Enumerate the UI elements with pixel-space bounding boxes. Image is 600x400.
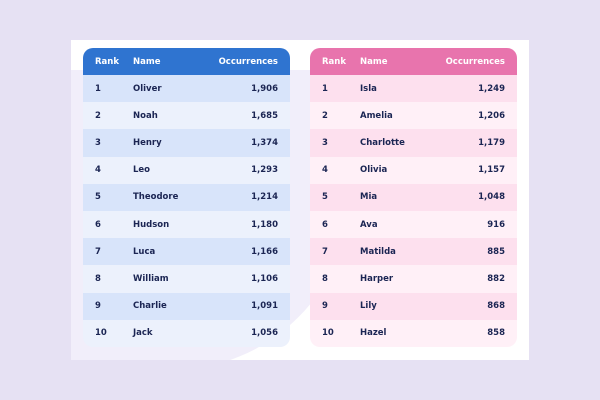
table-row: 8 William 1,106 <box>83 265 290 293</box>
rank-cell: 6 <box>322 219 328 230</box>
name-cell: Hudson <box>133 219 170 230</box>
rank-cell: 7 <box>322 246 328 257</box>
occurrences-cell: 885 <box>487 246 505 257</box>
occurrences-cell: 1,249 <box>478 83 505 94</box>
rank-cell: 9 <box>322 301 328 312</box>
header-occurrences: Occurrences <box>218 56 278 67</box>
table-row: 6 Hudson 1,180 <box>83 210 290 239</box>
table-row: 1 Isla 1,249 <box>310 75 517 103</box>
occurrences-cell: 1,157 <box>478 165 505 176</box>
occurrences-cell: 1,091 <box>251 301 278 312</box>
table-body: 1 Oliver 1,906 2 Noah 1,685 3 Henry 1,374 4 Leo 1,2… <box>83 75 290 347</box>
header-rank: Rank <box>322 56 346 67</box>
rank-cell: 8 <box>322 273 328 284</box>
table-row: 9 Lily 868 <box>310 292 517 320</box>
table-row: 3 Henry 1,374 <box>83 129 290 157</box>
table-row: 4 Leo 1,293 <box>83 156 290 184</box>
table-header: Rank Name Occurrences <box>310 48 517 75</box>
rank-cell: 6 <box>95 219 101 230</box>
rank-cell: 5 <box>322 192 328 203</box>
table-header: Rank Name Occurrences <box>83 48 290 75</box>
rank-cell: 4 <box>322 165 328 176</box>
name-cell: Jack <box>133 328 153 339</box>
rank-cell: 4 <box>95 165 101 176</box>
table-row: 4 Olivia 1,157 <box>310 156 517 184</box>
occurrences-cell: 1,166 <box>251 246 278 257</box>
rank-cell: 1 <box>322 83 328 94</box>
occurrences-cell: 916 <box>487 219 505 230</box>
rank-cell: 2 <box>95 110 101 121</box>
rank-cell: 2 <box>322 110 328 121</box>
name-cell: Lily <box>360 301 377 312</box>
rank-cell: 3 <box>95 137 101 148</box>
name-cell: Olivia <box>360 165 388 176</box>
table-row: 6 Ava 916 <box>310 210 517 239</box>
header-occurrences: Occurrences <box>445 56 505 67</box>
occurrences-cell: 882 <box>487 273 505 284</box>
header-name: Name <box>360 56 388 67</box>
table-body: 1 Isla 1,249 2 Amelia 1,206 3 Charlotte 1,179 4 Ol… <box>310 75 517 347</box>
table-row: 7 Matilda 885 <box>310 238 517 266</box>
table-row: 8 Harper 882 <box>310 265 517 293</box>
table-row: 2 Noah 1,685 <box>83 102 290 130</box>
occurrences-cell: 868 <box>487 301 505 312</box>
boys-names-table: Rank Name Occurrences 1 Oliver 1,906 2 Noah 1… <box>83 48 290 347</box>
occurrences-cell: 1,685 <box>251 110 278 121</box>
occurrences-cell: 1,374 <box>251 137 278 148</box>
name-cell: Leo <box>133 165 151 176</box>
girls-names-table: Rank Name Occurrences 1 Isla 1,249 2 Amelia 1… <box>310 48 517 347</box>
table-row: 9 Charlie 1,091 <box>83 292 290 320</box>
rank-cell: 3 <box>322 137 328 148</box>
name-cell: Henry <box>133 137 162 148</box>
name-cell: Ava <box>360 219 378 230</box>
table-row: 5 Mia 1,048 <box>310 183 517 211</box>
name-cell: Hazel <box>360 328 387 339</box>
rank-cell: 10 <box>95 328 107 339</box>
header-name: Name <box>133 56 161 67</box>
occurrences-cell: 1,180 <box>251 219 278 230</box>
names-card: Rank Name Occurrences 1 Oliver 1,906 2 Noah 1… <box>71 40 529 360</box>
name-cell: Charlie <box>133 301 167 312</box>
name-cell: Amelia <box>360 110 393 121</box>
rank-cell: 7 <box>95 246 101 257</box>
occurrences-cell: 1,048 <box>478 192 505 203</box>
table-row: 10 Hazel 858 <box>310 319 517 347</box>
rank-cell: 5 <box>95 192 101 203</box>
name-cell: Luca <box>133 246 156 257</box>
rank-cell: 1 <box>95 83 101 94</box>
name-cell: Harper <box>360 273 394 284</box>
table-row: 3 Charlotte 1,179 <box>310 129 517 157</box>
name-cell: Oliver <box>133 83 162 94</box>
header-rank: Rank <box>95 56 119 67</box>
name-cell: Charlotte <box>360 137 405 148</box>
name-cell: William <box>133 273 169 284</box>
table-row: 5 Theodore 1,214 <box>83 183 290 211</box>
occurrences-cell: 1,206 <box>478 110 505 121</box>
table-row: 7 Luca 1,166 <box>83 238 290 266</box>
occurrences-cell: 1,179 <box>478 137 505 148</box>
rank-cell: 10 <box>322 328 334 339</box>
occurrences-cell: 858 <box>487 328 505 339</box>
occurrences-cell: 1,906 <box>251 83 278 94</box>
occurrences-cell: 1,214 <box>251 192 278 203</box>
occurrences-cell: 1,056 <box>251 328 278 339</box>
name-cell: Theodore <box>133 192 179 203</box>
rank-cell: 9 <box>95 301 101 312</box>
table-row: 2 Amelia 1,206 <box>310 102 517 130</box>
name-cell: Matilda <box>360 246 396 257</box>
table-row: 10 Jack 1,056 <box>83 319 290 347</box>
name-cell: Isla <box>360 83 377 94</box>
occurrences-cell: 1,106 <box>251 273 278 284</box>
table-row: 1 Oliver 1,906 <box>83 75 290 103</box>
rank-cell: 8 <box>95 273 101 284</box>
name-cell: Noah <box>133 110 158 121</box>
occurrences-cell: 1,293 <box>251 165 278 176</box>
name-cell: Mia <box>360 192 378 203</box>
